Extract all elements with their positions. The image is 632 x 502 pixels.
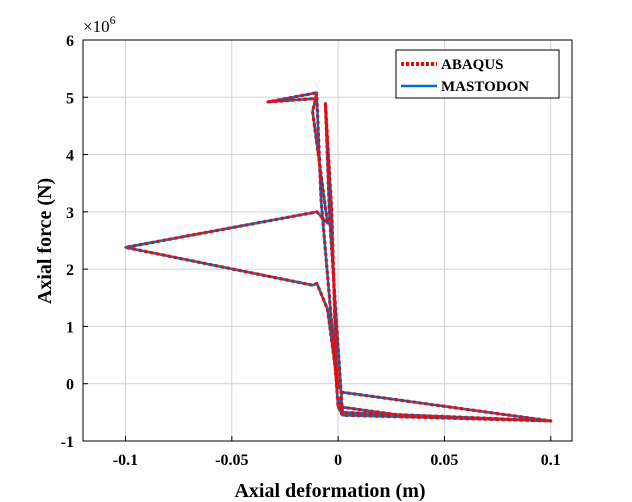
y-tick-label: 2: [66, 262, 74, 279]
plot-area-frame: [82, 39, 573, 442]
x-tick-label: -0.05: [215, 452, 248, 469]
x-axis-label: Axial deformation (m): [234, 480, 425, 502]
y-tick-label: 1: [66, 319, 74, 336]
y-tick-label: 3: [66, 205, 74, 222]
y-tick-label: 5: [66, 90, 74, 107]
x-tick-label: -0.1: [113, 452, 138, 469]
legend-box: [395, 49, 560, 99]
y-tick-label: 0: [66, 377, 74, 394]
y-axis-ticks: -1 0 1 2 3 4 5 6: [61, 33, 88, 451]
legend-label-abaqus: ABAQUS: [441, 57, 504, 73]
y-tick-label: 4: [66, 148, 74, 165]
x-tick-label: 0.05: [430, 452, 458, 469]
series-layer: [123, 91, 553, 423]
y-axis-label: Axial force (N): [34, 178, 56, 304]
x-tick-label: 0.1: [541, 452, 561, 469]
legend: ABAQUS MASTODON: [395, 49, 560, 99]
y-tick-label: 6: [66, 33, 74, 50]
y-tick-label: -1: [61, 434, 74, 451]
legend-label-mastodon: MASTODON: [441, 79, 529, 95]
x-axis-ticks: -0.1 -0.05 0 0.05 0.1: [113, 436, 561, 469]
series-line-abaqus: [123, 91, 553, 423]
x-tick-label: 0: [334, 452, 342, 469]
y-exponent-label: ×106: [83, 13, 116, 36]
